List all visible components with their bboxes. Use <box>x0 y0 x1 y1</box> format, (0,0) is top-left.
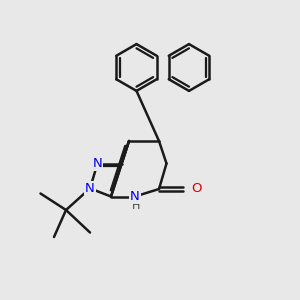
Text: O: O <box>191 182 202 196</box>
Text: N: N <box>130 190 140 203</box>
Text: H: H <box>132 201 141 211</box>
Text: N: N <box>93 157 102 170</box>
Text: N: N <box>85 182 95 195</box>
